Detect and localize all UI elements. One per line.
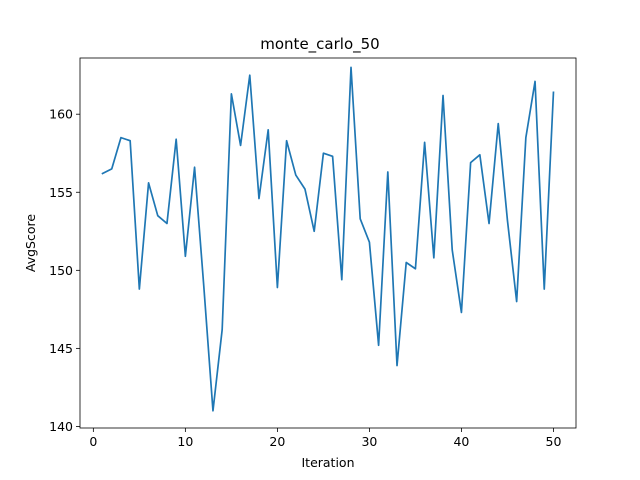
y-tick-label: 145 (49, 341, 73, 356)
x-tick-label: 0 (89, 434, 97, 449)
y-tick-label: 155 (49, 185, 73, 200)
y-tick-label: 150 (49, 263, 73, 278)
series-layer (101, 66, 555, 412)
series-line (101, 66, 555, 412)
plot-frame (79, 57, 577, 429)
y-tick-label: 160 (49, 107, 73, 122)
y-tick-label: 140 (49, 419, 73, 434)
plot-area (80, 58, 576, 428)
y-axis-ticks: 140 145 150 155 160 (49, 107, 80, 434)
x-tick-label: 20 (269, 434, 285, 449)
x-tick-label: 10 (177, 434, 193, 449)
x-tick-label: 50 (546, 434, 562, 449)
x-tick-label: 40 (453, 434, 469, 449)
y-axis-label: AvgScore (23, 214, 38, 272)
chart-title: monte_carlo_50 (260, 35, 379, 54)
x-axis-label: Iteration (301, 455, 354, 470)
x-tick-label: 30 (361, 434, 377, 449)
x-axis-ticks: 0 10 20 30 40 50 (89, 428, 561, 449)
